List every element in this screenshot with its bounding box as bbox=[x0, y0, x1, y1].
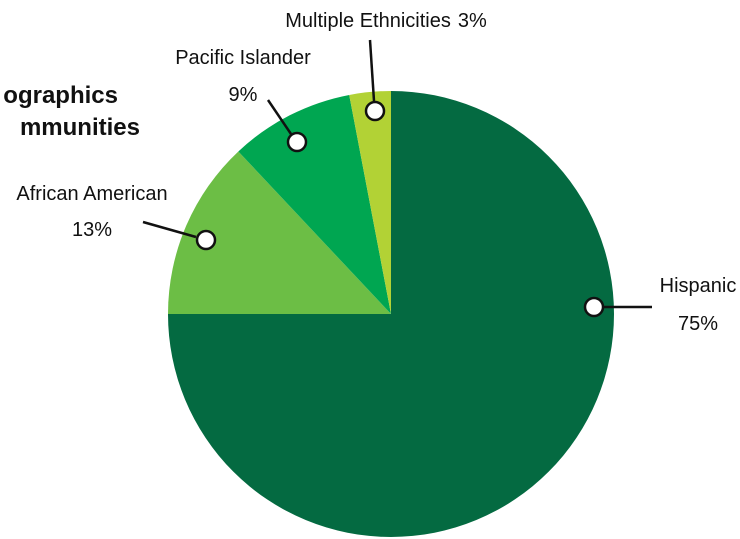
slice-label-multiple-ethnicities: Multiple Ethnicities 3% bbox=[285, 10, 487, 32]
label-connectors bbox=[142, 39, 652, 318]
connector-line-african-american bbox=[142, 220, 197, 239]
slice-value-pacific-islander: 9% bbox=[229, 84, 258, 106]
connector-dot-multiple-ethnicities bbox=[364, 100, 386, 122]
pie-slice-pacific-islander bbox=[238, 94, 391, 314]
slice-label-african-american: African American bbox=[16, 183, 167, 205]
pie-slice-african-american bbox=[168, 151, 391, 314]
connector-dot-pacific-islander bbox=[286, 131, 308, 153]
chart-title-line-2: mmunities bbox=[19, 114, 140, 141]
connector-line-multiple-ethnicities bbox=[368, 39, 376, 102]
slice-label-pacific-islander: Pacific Islander bbox=[175, 47, 311, 69]
slice-value-multiple-ethnicities: 3% bbox=[458, 10, 487, 32]
slice-value-hispanic: 75% bbox=[678, 313, 718, 335]
connector-dot-hispanic bbox=[583, 296, 605, 318]
connector-line-pacific-islander bbox=[266, 99, 293, 135]
slice-value-african-american: 13% bbox=[72, 219, 112, 241]
pie-slices bbox=[168, 91, 614, 537]
slice-label-multiple-ethnicities-name: Multiple Ethnicities bbox=[285, 10, 451, 32]
chart-title-line-1: ographics bbox=[3, 82, 118, 109]
connector-dot-african-american bbox=[195, 229, 217, 251]
pie-slice-multiple-ethnicities bbox=[349, 91, 391, 314]
slice-label-hispanic: Hispanic bbox=[660, 275, 737, 297]
